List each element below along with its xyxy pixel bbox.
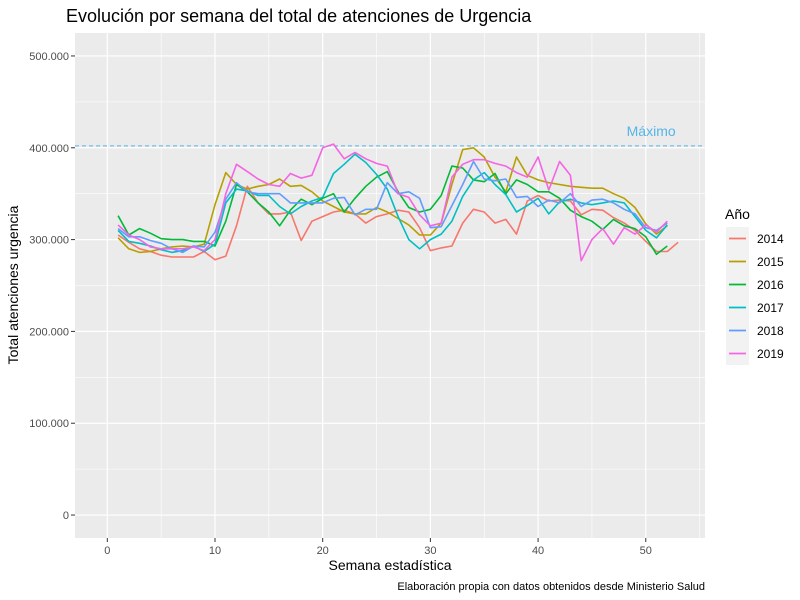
x-axis-ticks: 0 10 20 30 40 50 xyxy=(104,538,652,557)
x-tick-label: 40 xyxy=(532,545,544,557)
x-tick-label: 50 xyxy=(640,545,652,557)
y-axis-ticks: 0 100.000 200.000 300.000 400.000 500.000 xyxy=(29,51,75,522)
series-line-2015 xyxy=(117,147,668,254)
reference-line-label: Máximo xyxy=(627,123,676,139)
series-line-2019 xyxy=(117,143,668,262)
chart-title: Evolución por semana del total de atenci… xyxy=(66,6,532,26)
x-tick-label: 10 xyxy=(209,545,221,557)
legend: Año 2014 2015 2016 2017 2018 2019 xyxy=(725,206,784,365)
y-tick-label: 300.000 xyxy=(29,235,69,247)
legend-label-2015: 2015 xyxy=(757,255,784,269)
series-lines xyxy=(117,143,679,262)
legend-title: Año xyxy=(725,206,750,222)
x-axis-title: Semana estadística xyxy=(329,557,452,573)
y-tick-label: 400.000 xyxy=(29,143,69,155)
y-tick-label: 100.000 xyxy=(29,418,69,430)
legend-label-2016: 2016 xyxy=(757,278,784,292)
legend-label-2018: 2018 xyxy=(757,324,784,338)
y-tick-label: 200.000 xyxy=(29,326,69,338)
x-tick-label: 0 xyxy=(104,545,110,557)
series-line-2014 xyxy=(117,185,679,261)
y-tick-label: 0 xyxy=(63,510,69,522)
y-tick-label: 500.000 xyxy=(29,51,69,63)
series-line-2018 xyxy=(117,160,668,254)
legend-label-2014: 2014 xyxy=(757,232,784,246)
grid xyxy=(75,33,705,538)
x-tick-label: 20 xyxy=(317,545,329,557)
legend-label-2017: 2017 xyxy=(757,301,784,315)
legend-label-2019: 2019 xyxy=(757,347,784,361)
y-axis-title: Total atenciones urgencia xyxy=(5,205,21,364)
caption: Elaboración propia con datos obtenidos d… xyxy=(397,581,705,593)
x-tick-label: 30 xyxy=(424,545,436,557)
reference-line: Máximo xyxy=(75,123,705,147)
